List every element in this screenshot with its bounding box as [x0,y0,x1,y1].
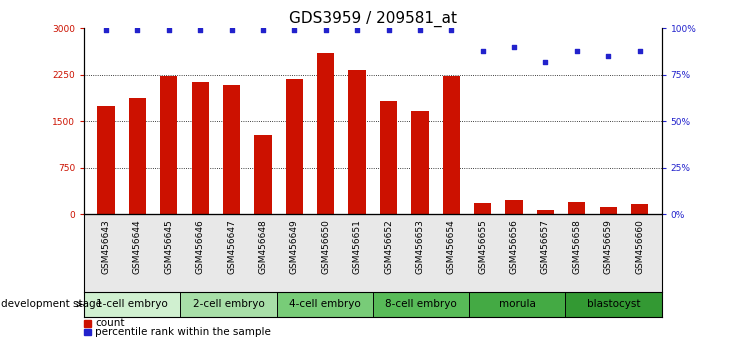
Bar [568,202,586,214]
Bar [505,200,523,214]
Bar [599,207,617,214]
Text: 4-cell embryo: 4-cell embryo [289,299,360,309]
Text: 1-cell embryo: 1-cell embryo [96,299,168,309]
Bar [317,53,334,214]
Bar [129,98,146,214]
Point [132,27,143,33]
Point [163,27,175,33]
Bar [443,76,460,214]
Bar [192,82,209,214]
Bar [223,85,240,214]
Title: GDS3959 / 209581_at: GDS3959 / 209581_at [289,11,457,27]
Text: count: count [95,318,124,328]
Bar [286,79,303,214]
Point [352,27,363,33]
Text: 2-cell embryo: 2-cell embryo [192,299,265,309]
Point [539,59,551,65]
Point [634,48,645,53]
Bar [160,76,178,214]
Bar [254,136,272,214]
Bar [380,101,397,214]
Point [226,27,238,33]
Point [257,27,269,33]
Text: blastocyst: blastocyst [587,299,640,309]
Text: morula: morula [499,299,536,309]
Point [194,27,206,33]
Point [382,27,394,33]
Point [100,27,112,33]
Point [289,27,300,33]
Point [602,53,614,59]
Text: percentile rank within the sample: percentile rank within the sample [95,327,271,337]
Bar [349,70,366,214]
Point [320,27,332,33]
Point [508,44,520,50]
Text: development stage: development stage [1,299,102,309]
Bar [631,204,648,214]
Point [477,48,488,53]
Point [445,27,457,33]
Text: 8-cell embryo: 8-cell embryo [385,299,457,309]
Bar [412,111,428,214]
Bar [97,106,115,214]
Bar [474,203,491,214]
Point [414,27,425,33]
Bar [537,210,554,214]
Point [571,48,583,53]
